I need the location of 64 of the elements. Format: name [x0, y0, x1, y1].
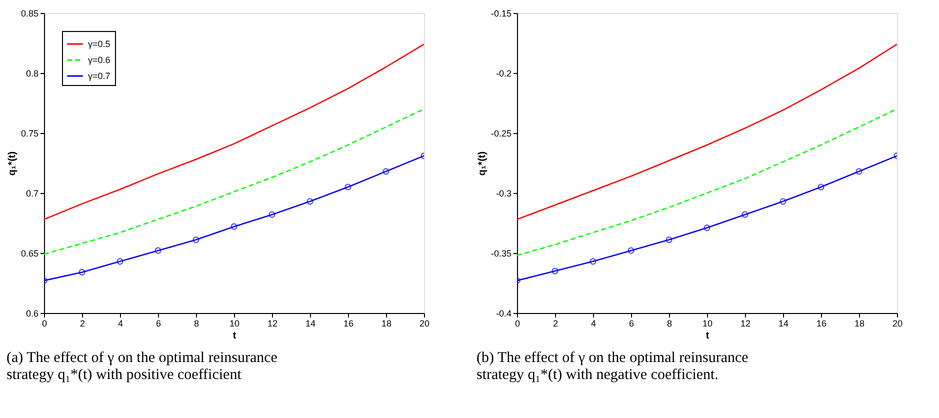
x-tick-label: 8: [666, 318, 672, 328]
x-tick-label: 6: [156, 318, 162, 328]
line-series: [44, 108, 424, 255]
x-tick-label: 10: [229, 318, 240, 328]
y-tick-label: 0.6: [26, 308, 38, 318]
point: [818, 184, 824, 190]
y-tick-label: 0.85: [20, 8, 38, 18]
x-tick-label: 18: [381, 318, 392, 328]
x-tick-label: 18: [854, 318, 865, 328]
y-tick-label: -0.4: [496, 308, 512, 318]
point: [780, 198, 786, 205]
point: [666, 236, 672, 244]
line-series: [517, 108, 897, 256]
x-tick-label: 0: [42, 318, 48, 328]
y-axis-title: q₁*(t): [476, 151, 488, 176]
y-tick-label: -0.3: [496, 188, 512, 198]
point: [742, 211, 748, 218]
point: [78, 268, 86, 276]
point: [116, 258, 124, 265]
point: [306, 198, 314, 205]
point: [552, 268, 558, 274]
point: [590, 258, 596, 265]
point: [268, 211, 276, 218]
x-axis-title: t: [232, 330, 237, 342]
x-tick-label: 14: [778, 318, 789, 328]
point: [856, 168, 862, 175]
x-tick-label: 16: [343, 318, 354, 328]
x-tick-label: 12: [267, 318, 278, 328]
y-tick-label: -0.2: [496, 68, 512, 78]
point: [230, 223, 238, 230]
x-tick-label: 2: [80, 318, 86, 328]
legend-label: γ=0.7: [88, 71, 110, 81]
point: [704, 224, 710, 232]
x-tick-label: 20: [419, 318, 430, 328]
legend-label: γ=0.5: [88, 39, 110, 49]
x-tick-label: 14: [305, 318, 316, 328]
text: (a) The effect of γ on the optimal reinsurance strategy q₁*(t) with positive coefficient: [6, 350, 278, 383]
x-tick-label: 2: [552, 318, 558, 328]
x-axis-title: t: [706, 330, 710, 342]
x-tick-label: 16: [816, 318, 827, 328]
point: [344, 184, 352, 190]
x-tick-label: 10: [702, 318, 713, 328]
point: [154, 247, 162, 254]
y-tick-label: 0.75: [20, 128, 38, 138]
y-tick-label: -0.15: [490, 8, 512, 18]
legend-label: γ=0.6: [88, 55, 110, 65]
point: [628, 247, 634, 254]
y-tick-label: 0.8: [26, 68, 38, 78]
x-tick-label: 8: [194, 318, 200, 328]
y-tick-label: -0.35: [490, 248, 512, 258]
y-tick-label: -0.25: [490, 128, 512, 138]
y-tick-label: 0.65: [20, 248, 38, 258]
point: [192, 236, 200, 244]
x-tick-label: 20: [892, 318, 903, 328]
x-tick-label: 0: [514, 318, 520, 328]
point: [382, 168, 390, 175]
x-tick-label: 6: [628, 318, 634, 328]
x-tick-label: 4: [118, 318, 124, 328]
line-series: [517, 44, 897, 220]
y-axis-title: q₁*(t): [6, 151, 18, 176]
text: (b) The effect of γ on the optimal reinsurance strategy q₁*(t) with negative coefficient.: [476, 350, 749, 383]
x-tick-label: 4: [590, 318, 596, 328]
y-tick-label: 0.7: [26, 188, 38, 198]
x-tick-label: 12: [740, 318, 751, 328]
